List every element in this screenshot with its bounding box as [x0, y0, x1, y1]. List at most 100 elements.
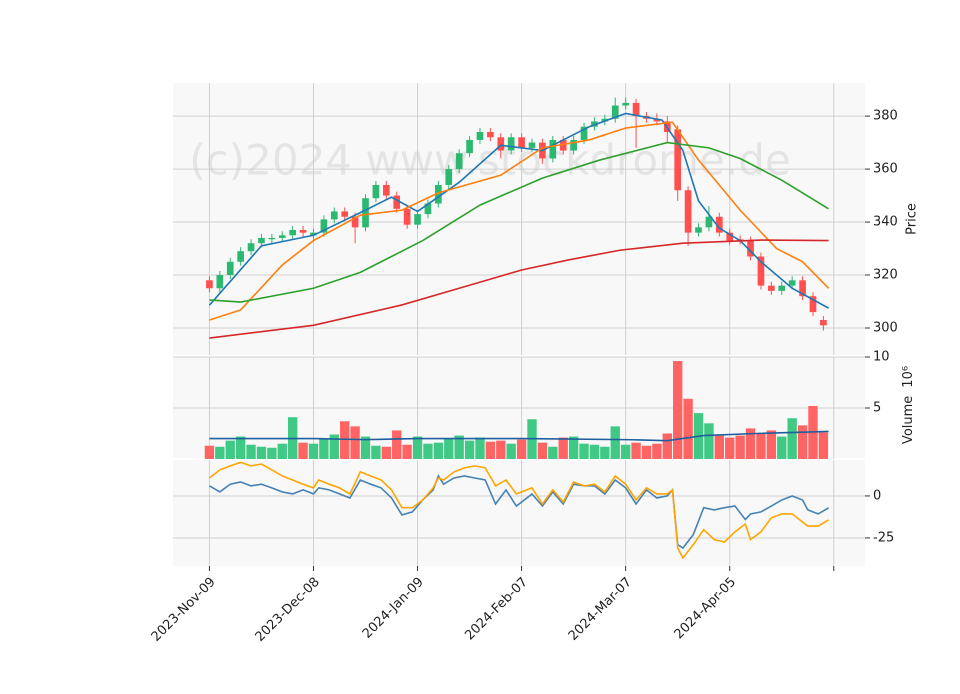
- y-tick-label: 300: [873, 320, 898, 335]
- candle-body: [310, 232, 317, 236]
- x-tick-label: 2024-Mar-07: [566, 575, 635, 644]
- volume-bar: [756, 433, 766, 459]
- y-tick-label: 0: [873, 488, 881, 503]
- moving-average: [209, 430, 829, 442]
- x-tick-label: 2024-Apr-05: [672, 575, 739, 642]
- volume-bar: [402, 444, 412, 459]
- volume-bar: [548, 446, 558, 459]
- candle-body: [414, 214, 421, 225]
- volume-bar: [745, 428, 756, 459]
- volume-bar: [277, 443, 287, 459]
- candle-body: [362, 198, 369, 228]
- candle-body: [330, 211, 338, 220]
- price-axis-label: Price: [905, 203, 920, 235]
- candle-body: [278, 235, 286, 238]
- candle-body: [528, 142, 536, 148]
- volume-bar: [319, 438, 329, 459]
- candle-body: [341, 211, 349, 217]
- candle-body: [268, 237, 276, 240]
- candle-body: [601, 118, 609, 122]
- candle-body: [809, 296, 817, 313]
- volume-bar: [600, 446, 610, 459]
- volume-bar: [631, 442, 641, 459]
- candle-body: [747, 240, 754, 257]
- volume-bar: [662, 433, 672, 459]
- y-tick-label: 5: [873, 401, 881, 416]
- volume-bar: [797, 425, 808, 459]
- volume-bar: [766, 430, 777, 459]
- volume-bar: [340, 421, 350, 459]
- volume-bar: [444, 438, 454, 459]
- y-tick-label: -25: [873, 530, 894, 545]
- oscillator-panel: [173, 460, 865, 566]
- volume-bar: [225, 440, 235, 459]
- candle-body: [757, 256, 765, 286]
- moving-average: [209, 121, 830, 321]
- candle-body: [320, 219, 328, 233]
- candle-body: [226, 261, 234, 276]
- volume-bar: [568, 436, 579, 459]
- volume-bar: [204, 445, 215, 459]
- candle-body: [466, 139, 473, 154]
- candle-body: [715, 216, 723, 233]
- x-tick-label: 2023-Dec-08: [253, 575, 323, 645]
- volume-bar: [516, 439, 527, 459]
- oscillator-line: [209, 474, 829, 550]
- candle-body: [674, 129, 682, 191]
- candle-body: [705, 216, 713, 228]
- candle-body: [622, 102, 629, 106]
- volume-bar: [787, 418, 797, 459]
- volume-axis-label: Volume 10⁶: [901, 366, 916, 444]
- volume-bar: [652, 443, 662, 459]
- volume-bar: [506, 443, 516, 459]
- volume-bar: [558, 437, 568, 459]
- candle-body: [653, 118, 661, 122]
- x-tick-label: 2023-Nov-09: [149, 575, 219, 645]
- candle-body: [799, 280, 806, 297]
- candle-body: [372, 184, 380, 199]
- candle-body: [726, 232, 734, 241]
- candle-body: [258, 237, 265, 244]
- volume-bar: [360, 436, 371, 459]
- volume-bar: [308, 443, 319, 459]
- candle-body: [570, 139, 577, 151]
- candle-body: [424, 203, 432, 215]
- volume-bar: [496, 440, 506, 459]
- y-tick-label: 320: [873, 268, 898, 283]
- volume-bar: [350, 426, 360, 459]
- volume-bar: [235, 436, 246, 459]
- candle-body: [393, 195, 401, 209]
- candle-body: [216, 275, 224, 289]
- volume-bar: [256, 446, 267, 459]
- volume-bar: [392, 430, 402, 459]
- volume-bar: [267, 447, 277, 459]
- volume-bar: [298, 442, 308, 459]
- volume-bar: [433, 442, 444, 459]
- candle-body: [820, 320, 827, 326]
- volume-bar: [641, 445, 652, 459]
- volume-bar: [537, 442, 548, 459]
- volume-bar: [423, 443, 433, 459]
- candle-body: [497, 137, 505, 151]
- candle-body: [237, 251, 244, 262]
- candle-body: [289, 229, 296, 236]
- x-tick-label: 2024-Feb-07: [462, 575, 531, 644]
- candle-body: [580, 126, 588, 140]
- candle-body: [476, 131, 484, 140]
- y-tick-label: 380: [873, 109, 898, 124]
- candle-body: [768, 285, 775, 291]
- candle-body: [445, 169, 453, 185]
- candle-body: [382, 184, 390, 196]
- moving-average: [209, 239, 829, 339]
- volume-bar: [620, 444, 631, 459]
- candle-body: [299, 229, 307, 233]
- candle-body: [549, 139, 557, 159]
- volume-bar: [673, 361, 683, 459]
- candle-body: [778, 285, 786, 291]
- candle-body: [632, 102, 640, 117]
- volume-bar: [475, 437, 485, 459]
- candle-body: [559, 139, 567, 151]
- volume-bar: [464, 440, 475, 459]
- candle-body: [206, 280, 213, 289]
- volume-bar: [329, 434, 339, 459]
